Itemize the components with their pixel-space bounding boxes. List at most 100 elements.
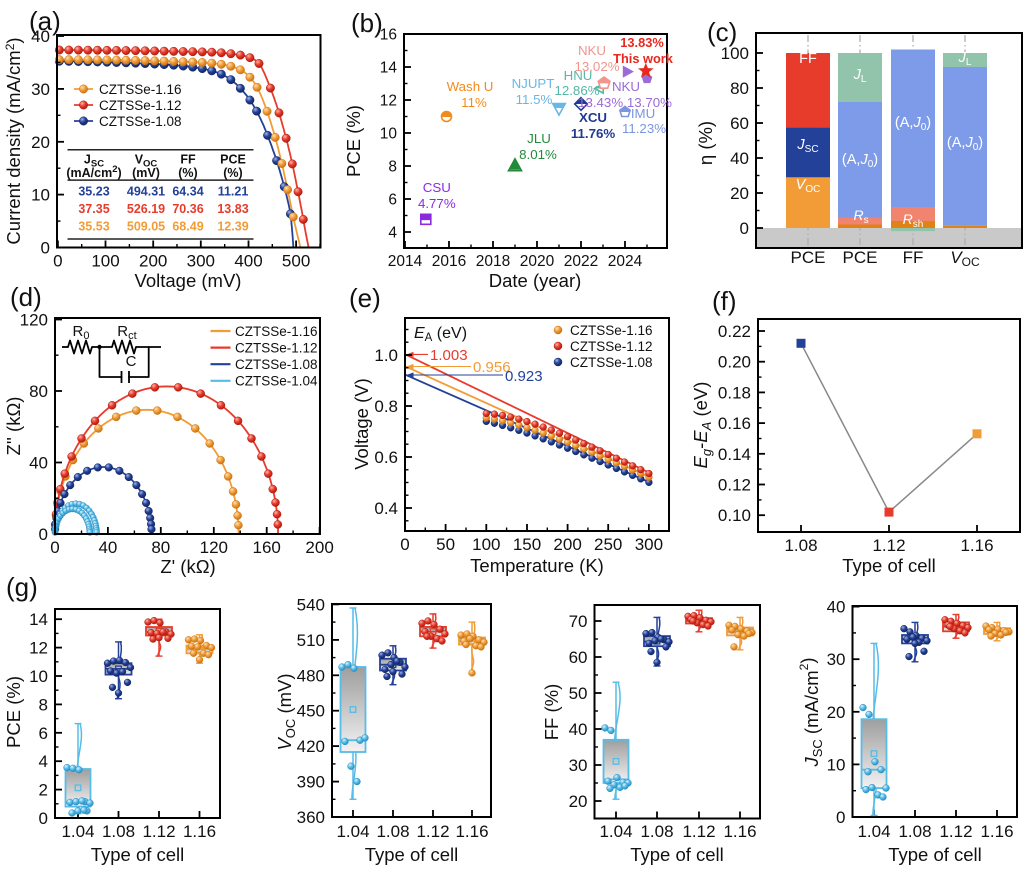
svg-text:JL: JL bbox=[958, 50, 972, 68]
svg-text:480: 480 bbox=[297, 666, 325, 685]
svg-text:0.18: 0.18 bbox=[718, 383, 751, 402]
svg-text:250: 250 bbox=[594, 535, 622, 554]
svg-text:JSC: JSC bbox=[796, 137, 818, 155]
svg-text:1.12: 1.12 bbox=[872, 536, 905, 555]
svg-text:NKU: NKU bbox=[612, 79, 640, 94]
svg-text:VOC: VOC bbox=[950, 248, 980, 269]
svg-text:Date (year): Date (year) bbox=[489, 270, 582, 291]
svg-text:CSU: CSU bbox=[423, 180, 451, 195]
svg-text:540: 540 bbox=[297, 595, 325, 614]
svg-text:50: 50 bbox=[436, 535, 455, 554]
svg-text:2020: 2020 bbox=[520, 253, 555, 270]
svg-text:0: 0 bbox=[400, 535, 409, 554]
svg-text:8: 8 bbox=[388, 159, 397, 176]
svg-text:40: 40 bbox=[31, 27, 50, 46]
svg-text:11.23%: 11.23% bbox=[622, 121, 666, 136]
svg-text:Temperature (K): Temperature (K) bbox=[470, 555, 604, 576]
svg-text:30: 30 bbox=[31, 80, 50, 99]
svg-text:JLU: JLU bbox=[527, 131, 551, 146]
svg-text:50: 50 bbox=[569, 684, 588, 703]
svg-text:CZTSSe-1.08: CZTSSe-1.08 bbox=[235, 357, 318, 372]
svg-text:80: 80 bbox=[730, 79, 749, 98]
svg-text:1.16: 1.16 bbox=[960, 536, 993, 555]
svg-text:13.43%,13.70%: 13.43%,13.70% bbox=[578, 95, 672, 110]
svg-text:0: 0 bbox=[39, 809, 48, 828]
svg-text:0.923: 0.923 bbox=[505, 368, 543, 385]
svg-text:(a): (a) bbox=[29, 6, 61, 36]
svg-text:CZTSSe-1.12: CZTSSe-1.12 bbox=[235, 340, 318, 355]
svg-text:12.86%: 12.86% bbox=[554, 83, 599, 98]
svg-text:PCE: PCE bbox=[220, 153, 246, 167]
svg-text:Rsh: Rsh bbox=[903, 211, 924, 230]
svg-text:FF: FF bbox=[180, 153, 196, 167]
svg-text:0.10: 0.10 bbox=[718, 506, 751, 525]
svg-text:12.39: 12.39 bbox=[217, 220, 248, 234]
svg-text:11.5%: 11.5% bbox=[516, 92, 553, 107]
svg-text:8.01%: 8.01% bbox=[519, 147, 557, 162]
svg-text:Z'' (kΩ): Z'' (kΩ) bbox=[3, 397, 24, 456]
svg-text:EA (eV): EA (eV) bbox=[414, 325, 467, 344]
svg-text:120: 120 bbox=[200, 538, 228, 557]
svg-text:(%): (%) bbox=[178, 166, 197, 180]
svg-text:VOC (mV): VOC (mV) bbox=[274, 673, 298, 750]
svg-text:(f): (f) bbox=[712, 286, 737, 316]
svg-text:0: 0 bbox=[39, 525, 48, 544]
svg-text:12: 12 bbox=[29, 639, 48, 658]
svg-text:40: 40 bbox=[98, 538, 117, 557]
svg-text:CZTSSe-1.12: CZTSSe-1.12 bbox=[570, 339, 653, 354]
svg-text:64.34: 64.34 bbox=[172, 185, 203, 199]
svg-text:100: 100 bbox=[91, 252, 119, 271]
svg-text:1.16: 1.16 bbox=[723, 822, 756, 841]
svg-text:1.04: 1.04 bbox=[336, 822, 369, 841]
svg-text:40: 40 bbox=[730, 149, 749, 168]
svg-text:2018: 2018 bbox=[476, 253, 510, 270]
svg-text:η (%): η (%) bbox=[695, 121, 716, 165]
svg-text:Type of cell: Type of cell bbox=[842, 555, 936, 576]
svg-text:1.12: 1.12 bbox=[682, 822, 715, 841]
svg-text:10: 10 bbox=[31, 186, 50, 205]
svg-text:30: 30 bbox=[569, 756, 588, 775]
svg-text:0.8: 0.8 bbox=[374, 397, 398, 416]
svg-text:500: 500 bbox=[282, 252, 310, 271]
svg-text:300: 300 bbox=[635, 535, 663, 554]
svg-text:Current density (mA/cm2): Current density (mA/cm2) bbox=[3, 37, 24, 244]
svg-text:20: 20 bbox=[730, 184, 749, 203]
svg-text:160: 160 bbox=[253, 538, 281, 557]
svg-text:10: 10 bbox=[380, 126, 398, 143]
svg-text:0.12: 0.12 bbox=[718, 476, 751, 495]
svg-text:4: 4 bbox=[39, 752, 48, 771]
svg-text:Type of cell: Type of cell bbox=[91, 844, 185, 865]
svg-text:6: 6 bbox=[388, 192, 397, 209]
svg-text:1.08: 1.08 bbox=[376, 822, 409, 841]
svg-text:IMU: IMU bbox=[631, 106, 655, 121]
svg-text:509.05: 509.05 bbox=[127, 220, 165, 234]
svg-text:Eg-EA (eV): Eg-EA (eV) bbox=[690, 382, 714, 469]
svg-text:20: 20 bbox=[827, 703, 846, 722]
svg-text:0: 0 bbox=[53, 252, 62, 271]
svg-text:30: 30 bbox=[827, 650, 846, 669]
svg-text:6: 6 bbox=[39, 724, 48, 743]
svg-text:60: 60 bbox=[730, 114, 749, 133]
svg-text:11.76%: 11.76% bbox=[571, 126, 616, 141]
svg-text:11%: 11% bbox=[461, 95, 487, 110]
svg-text:XCU: XCU bbox=[579, 110, 607, 125]
svg-text:0: 0 bbox=[836, 808, 845, 827]
svg-text:CZTSSe-1.08: CZTSSe-1.08 bbox=[570, 355, 653, 370]
svg-text:0.6: 0.6 bbox=[374, 448, 398, 467]
svg-text:200: 200 bbox=[139, 252, 167, 271]
svg-text:360: 360 bbox=[297, 808, 325, 827]
svg-text:1.04: 1.04 bbox=[61, 822, 94, 841]
svg-text:(A,J0): (A,J0) bbox=[895, 115, 931, 133]
svg-text:80: 80 bbox=[29, 382, 48, 401]
svg-text:510: 510 bbox=[297, 631, 325, 650]
svg-text:CZTSSe-1.16: CZTSSe-1.16 bbox=[570, 323, 653, 338]
svg-text:0: 0 bbox=[740, 219, 749, 238]
svg-text:PCE (%): PCE (%) bbox=[3, 676, 24, 748]
svg-text:14: 14 bbox=[380, 60, 398, 77]
svg-text:1.003: 1.003 bbox=[430, 347, 468, 364]
svg-text:Rs: Rs bbox=[853, 207, 868, 226]
svg-text:1.08: 1.08 bbox=[640, 822, 673, 841]
svg-text:PCE (%): PCE (%) bbox=[343, 105, 364, 177]
svg-text:CZTSSe-1.12: CZTSSe-1.12 bbox=[99, 98, 182, 113]
svg-text:60: 60 bbox=[569, 648, 588, 667]
